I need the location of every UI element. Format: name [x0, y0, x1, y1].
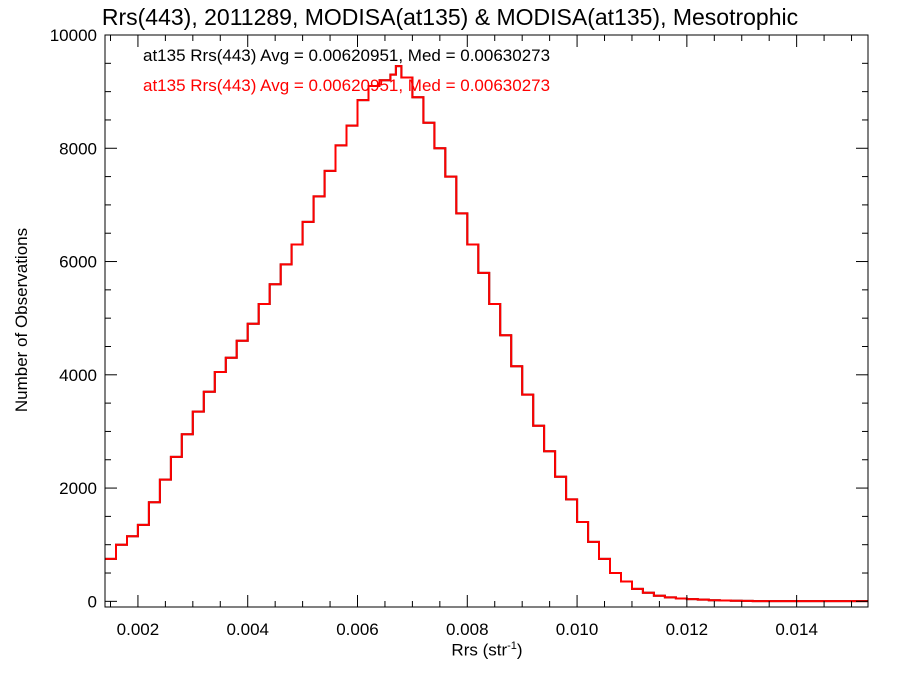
x-axis-label-superscript: -1 [507, 640, 517, 652]
y-tick-label: 6000 [59, 253, 97, 272]
chart-title: Rrs(443), 2011289, MODISA(at135) & MODIS… [101, 4, 799, 30]
x-tick-label: 0.012 [666, 620, 709, 639]
series-line-black [105, 65, 868, 603]
annotation-red: at135 Rrs(443) Avg = 0.00620951, Med = 0… [143, 76, 551, 95]
x-tick-label: 0.014 [775, 620, 818, 639]
x-tick-label: 0.010 [556, 620, 599, 639]
plot-frame [104, 34, 869, 608]
series-layer [105, 65, 868, 603]
x-axis-label: Rrs (str-1) [451, 640, 522, 661]
series-line-red [105, 65, 868, 603]
annotation-black: at135 Rrs(443) Avg = 0.00620951, Med = 0… [143, 46, 551, 65]
x-axis-label-tail: ) [516, 640, 523, 660]
y-tick-label: 0 [88, 592, 97, 611]
axes-layer: 0.002 0.004 0.006 0.008 0.010 0.012 0.014 0 2000… [50, 26, 869, 639]
y-tick-label: 10000 [50, 26, 97, 45]
x-axis-label-base: Rrs (str [451, 640, 508, 660]
x-tick-label: 0.004 [226, 620, 269, 639]
y-tick-label: 2000 [59, 479, 97, 498]
y-tick-label: 4000 [59, 366, 97, 385]
x-tick-label: 0.008 [446, 620, 489, 639]
x-tick-label: 0.002 [117, 620, 160, 639]
y-tick-label: 8000 [59, 139, 97, 158]
x-tick-label: 0.006 [336, 620, 379, 639]
